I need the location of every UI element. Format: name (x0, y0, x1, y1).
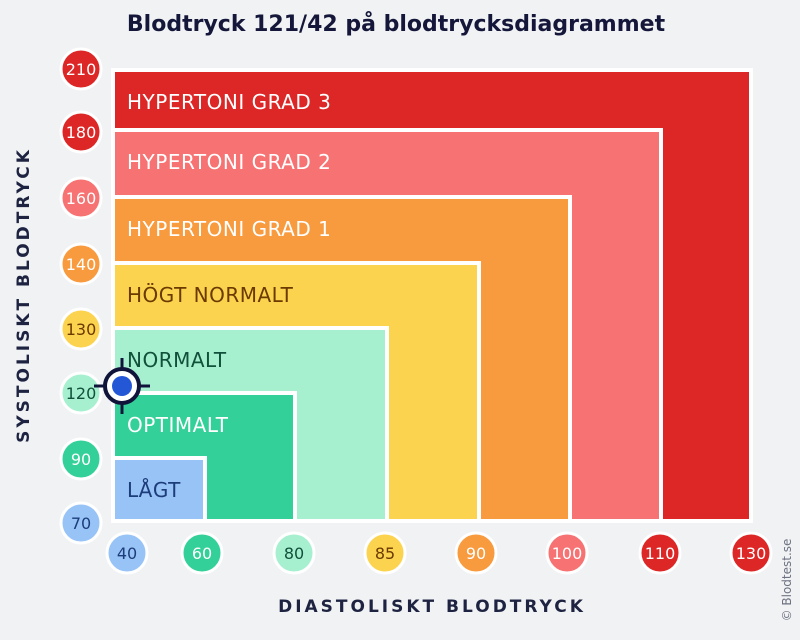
y-tick-label: 90 (71, 450, 91, 469)
x-tick-label: 80 (284, 544, 304, 563)
x-tick-label: 60 (192, 544, 212, 563)
y-tick-label: 70 (71, 514, 91, 533)
x-tick-circle (272, 531, 316, 575)
zone-label: HYPERTONI GRAD 2 (127, 150, 331, 174)
zone-label: HÖGT NORMALT (127, 283, 294, 307)
y-tick-circle (59, 501, 103, 545)
y-tick-circle (59, 437, 103, 481)
zone-6 (111, 456, 207, 523)
x-tick-label: 110 (645, 544, 676, 563)
x-tick-label: 100 (552, 544, 583, 563)
y-tick-label: 180 (66, 123, 97, 142)
x-tick-circle (105, 531, 149, 575)
y-tick-label: 160 (66, 189, 97, 208)
x-tick-circle (729, 531, 773, 575)
y-tick-label: 120 (66, 384, 97, 403)
y-tick-circle (59, 307, 103, 351)
y-tick-circle (59, 47, 103, 91)
y-tick-label: 210 (66, 60, 97, 79)
x-tick-circle (180, 531, 224, 575)
credit: © Blodtest.se (780, 538, 794, 622)
y-tick-label: 130 (66, 320, 97, 339)
zone-label: HYPERTONI GRAD 3 (127, 90, 331, 114)
y-tick-circle (59, 242, 103, 286)
x-tick-label: 40 (117, 544, 137, 563)
y-tick-label: 140 (66, 255, 97, 274)
zone-label: HYPERTONI GRAD 1 (127, 217, 331, 241)
y-tick-circle (59, 110, 103, 154)
x-tick-circle (454, 531, 498, 575)
y-axis-label: SYSTOLISKT BLODTRYCK (14, 147, 34, 443)
x-tick-label: 130 (736, 544, 767, 563)
marker-dot (112, 376, 132, 396)
x-tick-circle (545, 531, 589, 575)
zone-label: LÅGT (127, 478, 181, 502)
x-tick-circle (638, 531, 682, 575)
zone-label: OPTIMALT (127, 413, 229, 437)
x-tick-label: 90 (466, 544, 486, 563)
y-tick-circle (59, 176, 103, 220)
chart-title: Blodtryck 121/42 på blodtrycksdiagrammet (126, 12, 666, 37)
x-tick-label: 85 (375, 544, 395, 563)
zone-label: NORMALT (127, 348, 227, 372)
x-tick-circle (363, 531, 407, 575)
x-axis-label: DIASTOLISKT BLODTRYCK (278, 597, 586, 617)
y-tick-circle (59, 371, 103, 415)
